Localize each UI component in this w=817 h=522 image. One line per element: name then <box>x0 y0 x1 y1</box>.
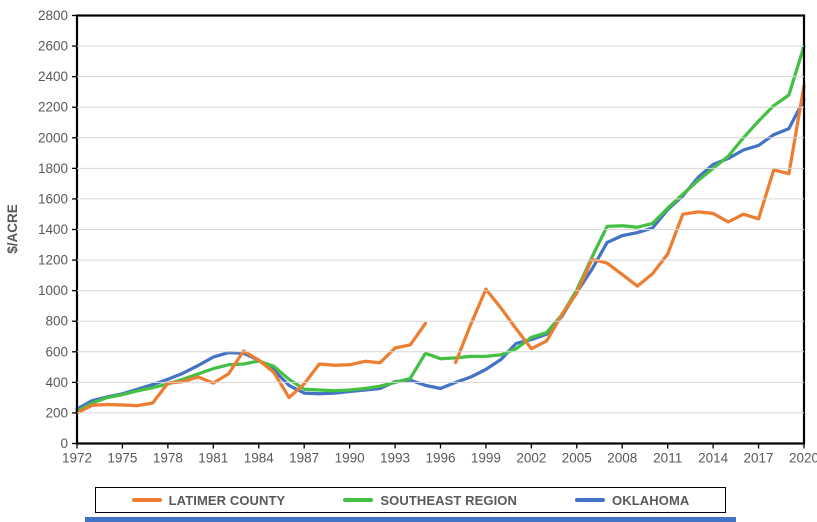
x-tick-label: 1999 <box>471 451 501 466</box>
x-tick-label: 1993 <box>380 451 410 466</box>
x-tick-label: 1990 <box>335 451 365 466</box>
legend-label: SOUTHEAST REGION <box>380 492 518 508</box>
y-axis-title: $/ACRE <box>5 204 20 254</box>
series-line-latimer-county <box>75 84 806 415</box>
y-tick-label: 2600 <box>38 39 68 54</box>
x-tick-label: 2011 <box>653 451 682 466</box>
legend-line-swatch-oklahoma <box>575 498 606 502</box>
y-tick-label: 1200 <box>38 253 68 268</box>
y-tick-label: 1800 <box>38 161 68 176</box>
legend-item-latimer-county: LATIMER COUNTY <box>131 492 286 508</box>
x-tick-label: 1996 <box>425 451 455 466</box>
y-tick-label: 1000 <box>38 283 68 298</box>
y-tick-label: 200 <box>45 405 68 420</box>
y-tick-label: 1600 <box>38 191 68 206</box>
legend-line-swatch-southeast-region <box>343 498 374 502</box>
y-tick-label: 2200 <box>38 100 68 115</box>
x-tick-label: 2017 <box>744 451 774 466</box>
x-tick-label: 2014 <box>698 451 729 466</box>
chart-legend: LATIMER COUNTY SOUTHEAST REGION OKLAHOMA <box>95 487 726 513</box>
y-tick-label: 2400 <box>38 69 68 84</box>
x-tick-label: 2002 <box>516 451 546 466</box>
x-tick-label: 2005 <box>562 451 592 466</box>
y-tick-label: 400 <box>45 375 68 390</box>
bottom-accent-bar <box>85 517 736 522</box>
x-tick-label: 1987 <box>289 451 319 466</box>
x-tick-label: 1984 <box>244 451 275 466</box>
legend-line-swatch-latimer-county <box>131 498 162 502</box>
x-tick-label: 1981 <box>198 451 228 466</box>
legend-item-southeast-region: SOUTHEAST REGION <box>343 493 517 508</box>
x-tick-label: 1978 <box>153 451 183 466</box>
y-tick-label: 0 <box>60 436 68 451</box>
x-tick-label: 2008 <box>607 451 637 466</box>
series-line-oklahoma <box>75 97 806 411</box>
price-per-acre-line-chart: 2020 2017 2014 2011 2008 2005 2002 1999 1996 1993… <box>5 8 817 466</box>
x-tick-label: 2020 <box>789 451 817 466</box>
legend-label: LATIMER COUNTY <box>168 492 286 508</box>
series-line-southeast-region <box>75 44 806 414</box>
y-tick-label: 2000 <box>38 130 68 145</box>
y-tick-label: 1400 <box>38 222 68 237</box>
legend-label: OKLAHOMA <box>612 492 690 508</box>
y-tick-label: 800 <box>45 314 68 329</box>
x-tick-label: 1975 <box>107 451 137 466</box>
y-tick-label: 2800 <box>38 8 68 23</box>
x-tick-label: 1972 <box>62 451 92 466</box>
y-tick-label: 600 <box>45 344 68 359</box>
legend-item-oklahoma: OKLAHOMA <box>575 493 689 508</box>
